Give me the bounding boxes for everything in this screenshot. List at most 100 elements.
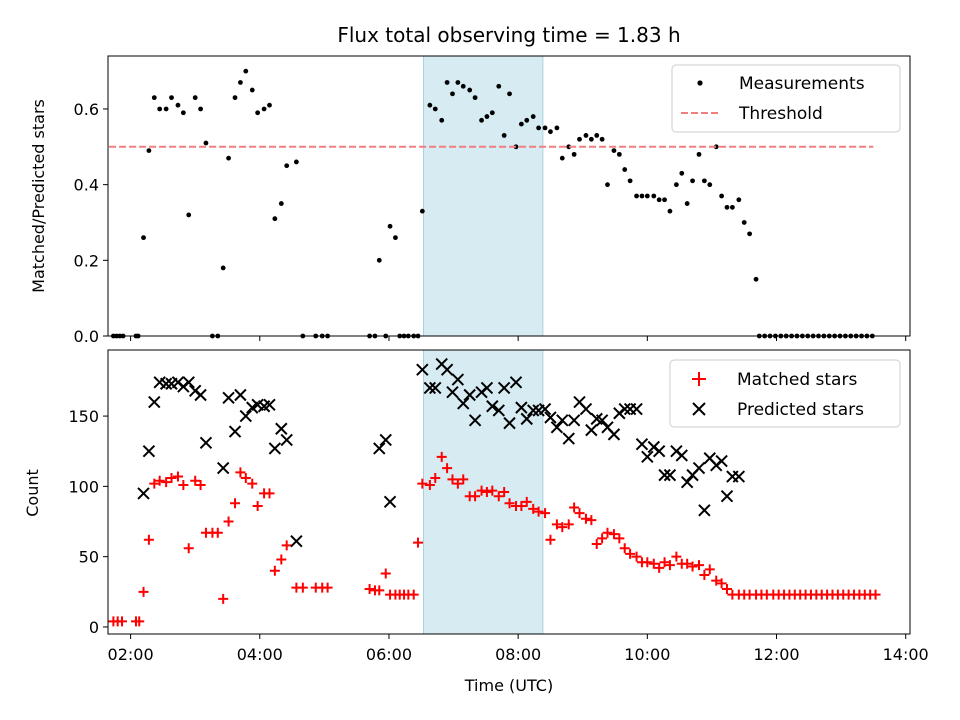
matched-star-point — [687, 561, 698, 572]
top-legend: Measurements Threshold — [671, 64, 901, 133]
measurement-point — [455, 80, 461, 85]
matched-star-point — [322, 582, 333, 593]
matched-star-point — [716, 578, 727, 589]
predicted-star-point — [607, 428, 621, 441]
predicted-star-point — [194, 388, 207, 402]
matched-star-point — [654, 562, 665, 573]
measurement-point — [651, 193, 657, 199]
measurement-point — [627, 178, 633, 184]
predicted-star-point — [635, 437, 649, 451]
matched-star-point — [563, 519, 574, 530]
matched-star-point — [195, 479, 206, 490]
bottom-legend-box — [669, 359, 901, 428]
measurement-point — [566, 144, 572, 150]
predicted-star-point — [159, 377, 173, 390]
measurement-point — [736, 197, 742, 203]
matched-star-point — [190, 475, 201, 486]
matched-star-point — [569, 502, 580, 513]
matched-star-point — [551, 519, 562, 530]
predicted-star-point — [698, 504, 711, 517]
measurement-point — [667, 208, 673, 214]
matched-star-point — [476, 485, 487, 496]
matched-star-point — [452, 478, 463, 489]
measurement-point — [583, 133, 589, 138]
matched-star-point — [602, 527, 613, 538]
predicted-star-point — [379, 433, 392, 447]
measurement-point — [192, 95, 198, 101]
y-tick-label: 0.6 — [74, 100, 99, 119]
measurement-point — [605, 182, 610, 188]
predicted-star-point — [503, 416, 516, 430]
measurement-point — [175, 102, 181, 108]
matched-star-point — [721, 584, 732, 595]
predicted-star-point — [457, 397, 470, 410]
y-tick-label: 0.2 — [74, 251, 99, 270]
matched-star-point — [430, 472, 441, 483]
top-legend-box — [671, 64, 901, 133]
predicted-star-point — [216, 461, 230, 475]
predicted-star-point — [239, 409, 253, 423]
matched-star-point — [436, 451, 447, 462]
measurement-point — [157, 106, 163, 112]
measurement-point — [151, 95, 157, 101]
measurement-point — [249, 87, 255, 93]
matched-star-point — [540, 508, 551, 519]
matched-star-point — [154, 475, 165, 486]
measurement-point — [243, 68, 249, 74]
measurement-point — [679, 170, 685, 176]
matched-star-point — [442, 463, 453, 474]
matched-star-point — [235, 467, 246, 478]
top-y-axis-label: Matched/Predicted stars — [29, 99, 48, 293]
matched-star-point — [281, 540, 292, 551]
predicted-star-point — [137, 487, 150, 500]
predicted-star-point — [268, 442, 282, 455]
predicted-star-point — [492, 404, 505, 417]
measurement-point — [496, 83, 502, 89]
predicted-star-point — [567, 414, 581, 427]
predicted-star-point — [228, 425, 242, 438]
measurement-point — [198, 106, 203, 112]
measurement-point — [238, 80, 243, 85]
predicted-star-point — [663, 468, 677, 482]
predicted-star-point — [675, 449, 688, 462]
predicted-star-point — [585, 423, 598, 437]
matched-star-point — [648, 558, 659, 569]
measurement-point — [393, 235, 398, 241]
matched-star-point — [143, 534, 154, 545]
predicted-star-point — [373, 442, 386, 455]
top-panel: 0.0 0.2 0.4 0.6 Flux total observing time =… — [29, 23, 911, 346]
matched-star-point — [424, 479, 435, 490]
measurement-point — [662, 197, 667, 203]
matched-star-point — [364, 584, 375, 595]
matched-legend-marker — [692, 372, 706, 386]
predicted-star-point — [451, 373, 465, 386]
measurement-point — [261, 106, 267, 112]
measurement-point — [146, 148, 152, 153]
matched-star-point — [212, 527, 223, 538]
predicted-star-point — [468, 414, 482, 427]
bottom-panel: 0 50 100 150 02:00 04:00 06:00 08:00 10:00 12:00… — [23, 349, 929, 695]
measurement-point — [484, 114, 490, 119]
x-tick-label: 10:00 — [624, 645, 670, 664]
matched-star-point — [481, 487, 492, 497]
measurement-point — [616, 151, 622, 157]
predicted-star-point — [562, 432, 575, 445]
measurement-point — [701, 178, 707, 184]
matched-star-point — [659, 557, 670, 568]
measurement-point — [203, 140, 209, 146]
matched-star-point — [240, 472, 251, 483]
legend-label-matched: Matched stars — [737, 370, 857, 390]
measurement-point — [594, 133, 600, 138]
measurement-point — [387, 223, 393, 229]
predicted-star-point — [182, 376, 195, 389]
matched-star-point — [682, 558, 693, 569]
matched-star-point — [614, 533, 625, 544]
matched-star-point — [458, 474, 469, 485]
predicted-star-point — [556, 414, 569, 427]
predicted-star-point — [652, 445, 666, 458]
measurement-point — [622, 167, 628, 172]
measurement-point — [272, 216, 278, 222]
matched-star-point — [557, 522, 568, 533]
matched-star-point — [252, 501, 263, 512]
bottom-y-axis-ticks: 0 50 100 150 — [68, 407, 108, 637]
